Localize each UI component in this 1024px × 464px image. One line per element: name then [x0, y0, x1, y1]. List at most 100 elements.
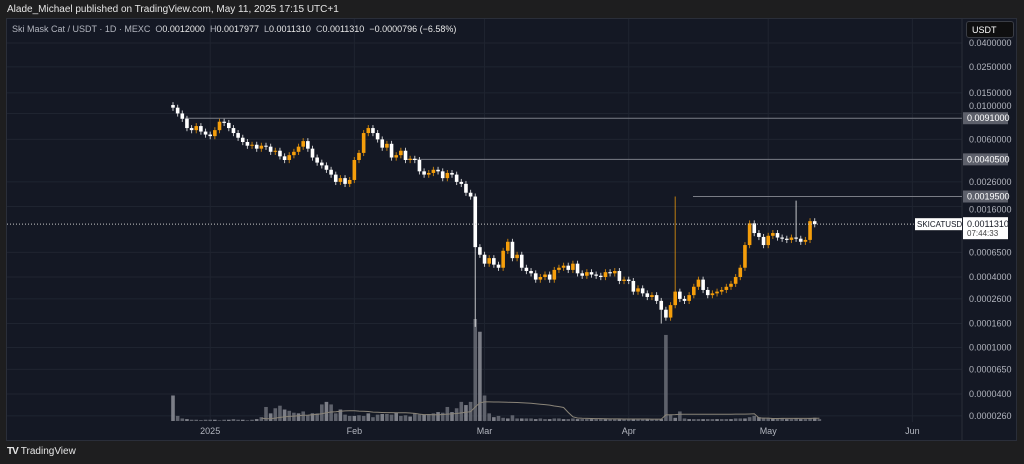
candle-up: [287, 155, 292, 160]
volume-bar: [636, 419, 640, 421]
volume-bar: [306, 415, 310, 421]
candle-up: [771, 233, 775, 236]
candle-down: [701, 279, 705, 290]
volume-bar: [273, 408, 278, 421]
candle-down: [380, 139, 385, 148]
candle-up: [743, 245, 747, 268]
volume-bar: [808, 418, 812, 421]
volume-bar: [603, 419, 608, 421]
candle-down: [752, 223, 757, 234]
volume-bar: [380, 413, 385, 421]
volume-bar: [482, 395, 487, 421]
low-label: L: [264, 24, 270, 34]
y-tick-label: 0.0000400: [969, 389, 1012, 399]
volume-bar: [519, 418, 524, 421]
volume-bar: [459, 401, 464, 421]
volume-bar: [543, 419, 547, 421]
volume-bar: [217, 420, 222, 421]
volume-bar: [180, 418, 185, 421]
candle-up: [673, 291, 677, 306]
candle-down: [524, 267, 529, 272]
low-value: 0.0011310: [269, 24, 311, 34]
volume-bar: [324, 401, 329, 421]
volume-bar: [515, 418, 519, 421]
volume-bar: [775, 418, 780, 421]
volume-bar: [315, 413, 319, 421]
volume-bar: [175, 415, 180, 421]
candle-up: [217, 121, 222, 131]
volume-bar: [403, 415, 408, 421]
candle-up: [692, 286, 696, 296]
volume-bar: [254, 419, 259, 421]
candle-down: [529, 271, 533, 274]
candle-down: [617, 271, 622, 281]
volume-bar: [329, 404, 333, 421]
volume-bar: [333, 413, 338, 421]
volume-bar: [659, 419, 664, 421]
candle-up: [738, 267, 743, 277]
volume-bar: [561, 419, 566, 421]
volume-bar: [185, 419, 189, 421]
candle-down: [761, 236, 766, 246]
volume-bar: [719, 419, 724, 421]
last-price-label: 0.0011310: [967, 219, 1009, 229]
volume-bar: [264, 406, 268, 421]
level-price-tag: [963, 190, 1008, 203]
symbol-name[interactable]: Ski Mask Cat / USDT · 1D · MEXC: [12, 24, 151, 34]
candle-up: [729, 283, 733, 287]
volume-bar: [789, 419, 794, 421]
currency-button[interactable]: USDT: [966, 21, 1014, 38]
tradingview-logo-icon: TV: [7, 446, 19, 457]
candle-down: [371, 128, 375, 134]
x-tick-label: 2025: [200, 426, 220, 436]
volume-bar: [436, 412, 440, 421]
volume-bar: [320, 404, 324, 421]
candle-up: [515, 254, 519, 259]
candle-down: [798, 238, 803, 242]
candle-up: [636, 288, 640, 292]
volume-bar: [250, 419, 254, 421]
volume-bar: [766, 418, 770, 421]
close-label: C: [315, 24, 323, 34]
volume-bar: [626, 419, 631, 421]
candle-up: [803, 239, 808, 242]
candle-up: [719, 289, 724, 292]
candle-down: [315, 157, 319, 163]
candle-down: [324, 165, 329, 170]
candle-down: [519, 254, 524, 268]
candle-up: [292, 151, 296, 156]
candle-down: [189, 128, 194, 131]
candle-down: [654, 295, 659, 301]
candle-down: [180, 113, 185, 119]
volume-bar: [771, 418, 775, 421]
volume-bar: [747, 417, 752, 421]
volume-bar: [492, 417, 496, 421]
volume-bar: [473, 319, 478, 421]
volume-bar: [440, 412, 445, 421]
open-value: 0.0012000: [162, 24, 205, 34]
volume-bar: [640, 419, 645, 421]
candle-down: [268, 146, 273, 152]
candle-down: [450, 172, 454, 175]
candle-up: [557, 267, 561, 270]
volume-bar: [199, 420, 203, 421]
x-tick-label: Mar: [477, 426, 493, 436]
volume-bar: [385, 413, 389, 421]
candle-down: [459, 181, 464, 184]
volume-bar: [529, 418, 533, 421]
volume-bar: [729, 419, 733, 421]
volume-bar: [292, 412, 296, 421]
candle-down: [496, 264, 501, 268]
candle-down: [282, 156, 287, 160]
candle-up: [552, 269, 557, 280]
last-price-tag: [963, 217, 1008, 240]
candle-down: [389, 143, 394, 158]
chart-panel[interactable]: [6, 18, 1017, 441]
candle-up: [710, 293, 715, 296]
volume-bar: [506, 418, 510, 421]
candle-down: [705, 289, 710, 296]
candle-down: [199, 126, 203, 132]
candle-up: [352, 160, 357, 180]
candle-up: [431, 169, 436, 173]
